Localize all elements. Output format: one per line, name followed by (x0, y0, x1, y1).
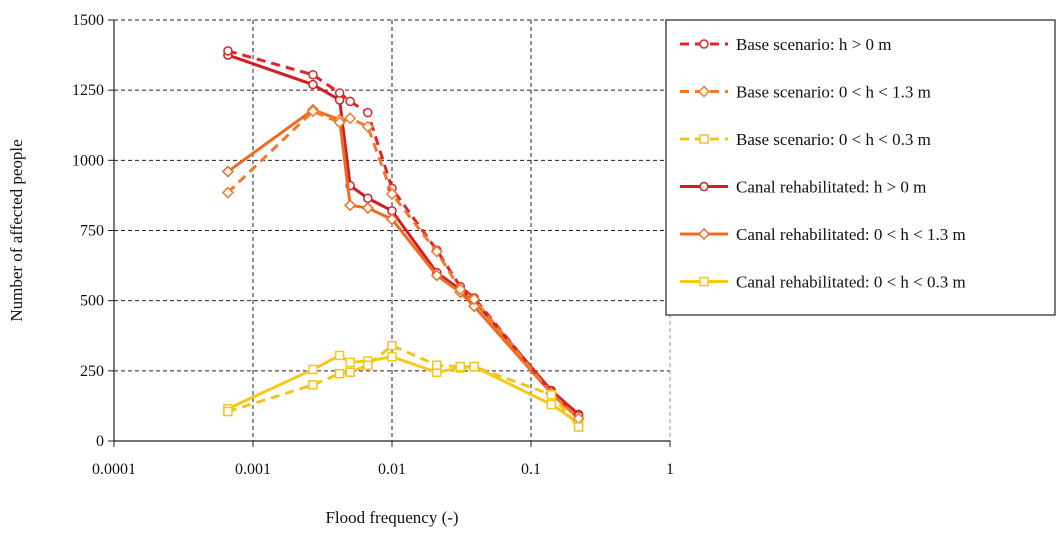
data-point (334, 88, 345, 98)
series-line (227, 108, 580, 420)
data-point (345, 96, 355, 107)
y-tick-label: 0 (96, 433, 104, 450)
y-tick-label: 500 (80, 293, 104, 310)
data-point (699, 134, 709, 144)
legend: Base scenario: h > 0 m Base scenario: 0 <… (665, 19, 1056, 316)
series-line (226, 109, 580, 420)
data-point (573, 422, 584, 432)
y-axis-title: Number of affected people (7, 139, 26, 321)
data-point (385, 187, 399, 201)
data-point (334, 350, 345, 361)
data-point (363, 107, 373, 118)
data-point (361, 120, 374, 133)
data-point (699, 181, 709, 192)
data-point (333, 116, 346, 129)
x-tick-label: 0.1 (521, 461, 541, 478)
legend-label: Base scenario: 0 < h < 0.3 m (736, 130, 931, 149)
legend-entry: Base scenario: h > 0 m (680, 35, 891, 54)
data-point (363, 360, 373, 370)
legend-entry: Canal rehabilitated: h > 0 m (680, 178, 926, 197)
data-point (221, 165, 234, 178)
data-point (345, 357, 355, 368)
data-point (363, 193, 373, 203)
data-point (546, 399, 557, 410)
data-point (344, 199, 357, 212)
y-tick-label: 250 (80, 363, 104, 380)
data-point (308, 364, 318, 375)
data-point (469, 361, 479, 372)
series-3 (223, 340, 584, 432)
data-point (697, 85, 711, 98)
y-tick-label: 750 (80, 223, 104, 240)
data-point (546, 389, 557, 400)
series-5 (221, 103, 585, 425)
axes: 0 250 500 750 1000 1250 1500 0.0001 0.001 0.01 0.1… (72, 12, 674, 478)
data-point (306, 105, 320, 118)
x-tick-label: 1 (666, 461, 674, 478)
data-point (430, 269, 443, 282)
data-point (430, 245, 443, 258)
data-point (468, 293, 481, 306)
data-point (699, 276, 709, 287)
data-point (334, 368, 345, 379)
legend-label: Canal rehabilitated: 0 < h < 1.3 m (736, 225, 966, 244)
data-point (308, 380, 318, 390)
data-point (387, 340, 397, 351)
series-lines (221, 46, 585, 432)
series-line (227, 344, 580, 428)
legend-label: Canal rehabilitated: h > 0 m (736, 178, 926, 197)
y-tick-label: 1500 (72, 12, 104, 29)
data-point (221, 186, 234, 199)
y-tick-label: 1000 (72, 152, 104, 169)
data-point (223, 406, 233, 417)
legend-entry: Canal rehabilitated: 0 < h < 1.3 m (680, 225, 966, 244)
legend-entry: Canal rehabilitated: 0 < h < 0.3 m (680, 273, 966, 292)
data-point (344, 112, 357, 125)
data-point (699, 39, 709, 49)
data-point (361, 201, 374, 215)
data-point (697, 227, 711, 241)
data-point (455, 361, 466, 372)
legend-entry: Base scenario: 0 < h < 0.3 m (680, 130, 931, 149)
legend-entry: Base scenario: 0 < h < 1.3 m (680, 83, 931, 102)
x-tick-label: 0.0001 (92, 461, 136, 478)
data-point (223, 46, 233, 56)
x-tick-label: 0.001 (235, 461, 271, 478)
gridlines (114, 19, 671, 441)
x-axis-title: Flood frequency (-) (325, 508, 458, 527)
legend-label: Base scenario: h > 0 m (736, 35, 891, 54)
legend-box (665, 19, 1056, 316)
data-point (308, 69, 318, 80)
data-point (468, 300, 481, 313)
legend-label: Canal rehabilitated: 0 < h < 0.3 m (736, 273, 966, 292)
data-point (454, 283, 467, 296)
data-point (345, 367, 355, 377)
data-point (432, 360, 442, 370)
legend-label: Base scenario: 0 < h < 1.3 m (736, 83, 931, 102)
data-point (308, 79, 318, 90)
data-point (385, 213, 399, 226)
series-2 (221, 105, 585, 425)
y-tick-label: 1250 (72, 82, 104, 99)
x-tick-label: 0.01 (378, 461, 406, 478)
data-point (387, 352, 397, 362)
